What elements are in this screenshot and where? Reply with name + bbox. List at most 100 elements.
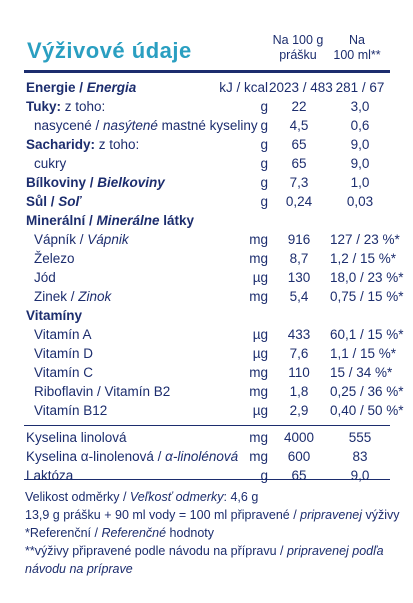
nutrient-row: Sůl / Soľ g 0,24 0,03 xyxy=(24,194,390,213)
nutrient-unit: g xyxy=(260,468,268,483)
vitamins-divider xyxy=(24,425,390,426)
value-per-100g: 22 xyxy=(291,99,307,114)
nutrient-name: nasycené / nasýtené mastné kyseliny xyxy=(34,118,258,133)
nutrient-name: Riboflavin / Vitamín B2 xyxy=(34,384,171,399)
nutrient-row: Zinek / Zinok mg 5,4 0,75 / 15 %* xyxy=(24,289,404,308)
value-per-100ml: 555 xyxy=(348,430,372,445)
nutrient-row: Kyselina linolová mg 4000 555 xyxy=(24,430,390,449)
value-per-100ml: 0,40 / 50 %* xyxy=(330,403,404,418)
value-per-100g: 433 xyxy=(287,327,311,342)
footer-divider xyxy=(24,479,390,480)
nutrient-row: Bílkoviny / Bielkoviny g 7,3 1,0 xyxy=(24,175,390,194)
nutrient-row: Vápník / Vápnik mg 916 127 / 23 %* xyxy=(24,232,400,251)
nutrient-unit: mg xyxy=(249,430,268,445)
footnote-scoop-size: Velikost odměrky / Veľkosť odmerky: 4,6 … xyxy=(25,490,259,504)
value-per-100g: 916 xyxy=(287,232,311,247)
nutrient-unit: g xyxy=(260,99,268,114)
value-per-100g: 65 xyxy=(291,156,307,171)
nutrient-row: Vitamín B12 µg 2,9 0,40 / 50 %* xyxy=(24,403,404,422)
column-header-line: 100 ml** xyxy=(333,48,381,62)
value-per-100ml: 0,75 / 15 %* xyxy=(330,289,404,304)
nutrient-name: Laktóza xyxy=(26,468,74,483)
value-per-100ml: 9,0 xyxy=(350,156,370,171)
nutrient-unit: g xyxy=(260,156,268,171)
value-per-100g: 110 xyxy=(288,365,310,380)
nutrient-name: Sůl / Soľ xyxy=(26,194,81,209)
nutrient-row: Sacharidy: z toho: g 65 9,0 xyxy=(24,137,390,156)
nutrient-row: Jód µg 130 18,0 / 23 %* xyxy=(24,270,404,289)
nutrient-row: Tuky: z toho: g 22 3,0 xyxy=(24,99,390,118)
footnote-prepared-nutrition: **výživy připravené podle návodu na příp… xyxy=(25,544,384,558)
nutrient-unit: mg xyxy=(249,365,268,380)
value-per-100g: 2023 / 483 xyxy=(269,80,333,95)
nutrient-unit: g xyxy=(260,137,268,152)
value-per-100ml: 9,0 xyxy=(350,137,370,152)
nutrient-unit: mg xyxy=(249,384,268,399)
value-per-100ml: 9,0 xyxy=(350,468,370,483)
nutrient-unit: g xyxy=(260,194,268,209)
footnote-reference-values: *Referenční / Referenčné hodnoty xyxy=(25,526,215,540)
value-per-100g: 1,8 xyxy=(289,384,309,399)
nutrient-name: Vitamíny xyxy=(26,308,83,323)
nutrient-unit: µg xyxy=(252,327,268,342)
nutrient-name: Vitamín D xyxy=(34,346,94,361)
nutrient-row: Kyselina α-linolenová / α-linolénová mg 60… xyxy=(24,449,390,468)
nutrient-unit: mg xyxy=(249,449,268,464)
nutrient-unit: mg xyxy=(249,232,268,247)
value-per-100ml: 0,25 / 36 %* xyxy=(330,384,404,399)
nutrient-row: nasycené / nasýtené mastné kyseliny g 4,5 0… xyxy=(24,118,390,137)
nutrient-name: Sacharidy: z toho: xyxy=(26,137,140,152)
value-per-100g: 2,9 xyxy=(289,403,309,418)
value-per-100g: 600 xyxy=(287,449,311,464)
nutrient-name: Tuky: z toho: xyxy=(26,99,106,114)
nutrient-row: Vitamíny xyxy=(24,308,390,327)
value-per-100g: 130 xyxy=(287,270,311,285)
nutrient-unit: µg xyxy=(252,403,268,418)
column-header-line: prášku xyxy=(279,48,317,62)
value-per-100ml: 1,0 xyxy=(350,175,370,190)
value-per-100ml: 281 / 67 xyxy=(335,80,385,95)
value-per-100ml: 83 xyxy=(352,449,368,464)
nutrient-row: Minerální / Minerálne látky xyxy=(24,213,390,232)
nutrient-unit: g xyxy=(260,118,268,133)
nutrient-name: Minerální / Minerálne látky xyxy=(26,213,195,228)
column-header-per-100g: Na 100 g prášku xyxy=(268,33,328,63)
value-per-100g: 65 xyxy=(291,137,307,152)
nutrient-row: cukry g 65 9,0 xyxy=(24,156,390,175)
nutrient-row: Vitamín A µg 433 60,1 / 15 %* xyxy=(24,327,404,346)
footnote-preparation: 13,9 g prášku + 90 ml vody = 100 ml přip… xyxy=(25,508,400,522)
column-header-line: Na 100 g xyxy=(272,33,324,47)
column-header-line: Na xyxy=(349,33,365,47)
nutrient-unit: µg xyxy=(252,346,268,361)
nutrient-row: Vitamín C mg 110 15 / 34 %* xyxy=(24,365,392,384)
value-per-100ml: 3,0 xyxy=(350,99,370,114)
value-per-100ml: 60,1 / 15 %* xyxy=(330,327,404,342)
header-divider xyxy=(24,70,390,73)
value-per-100ml: 0,6 xyxy=(350,118,370,133)
nutrient-name: Zinek / Zinok xyxy=(34,289,112,304)
value-per-100g: 8,7 xyxy=(289,251,309,266)
footnote-prepared-nutrition-cont: návodu na príprave xyxy=(25,562,133,576)
nutrient-name: Energie / Energia xyxy=(26,80,137,95)
nutrient-name: Vápník / Vápnik xyxy=(34,232,129,247)
value-per-100ml: 127 / 23 %* xyxy=(330,232,400,247)
value-per-100g: 0,24 xyxy=(285,194,313,209)
value-per-100g: 7,6 xyxy=(289,346,309,361)
nutrient-unit: mg xyxy=(249,289,268,304)
nutrient-unit: mg xyxy=(249,251,268,266)
nutrient-row: Vitamín D µg 7,6 1,1 / 15 %* xyxy=(24,346,397,365)
nutrient-row: Železo mg 8,7 1,2 / 15 %* xyxy=(24,251,397,270)
value-per-100ml: 1,2 / 15 %* xyxy=(330,251,397,266)
nutrient-name: Železo xyxy=(34,251,75,266)
nutrient-unit: µg xyxy=(252,270,268,285)
label-title: Výživové údaje xyxy=(27,38,192,63)
value-per-100g: 7,3 xyxy=(289,175,309,190)
column-header-per-100ml: Na 100 ml** xyxy=(333,33,381,63)
nutrient-row: Riboflavin / Vitamín B2 mg 1,8 0,25 / 36 %* xyxy=(24,384,404,403)
value-per-100g: 65 xyxy=(291,468,307,483)
nutrient-name: Vitamín B12 xyxy=(34,403,108,418)
value-per-100ml: 1,1 / 15 %* xyxy=(330,346,397,361)
value-per-100g: 4,5 xyxy=(289,118,309,133)
nutrient-unit: kJ / kcal xyxy=(219,80,268,95)
